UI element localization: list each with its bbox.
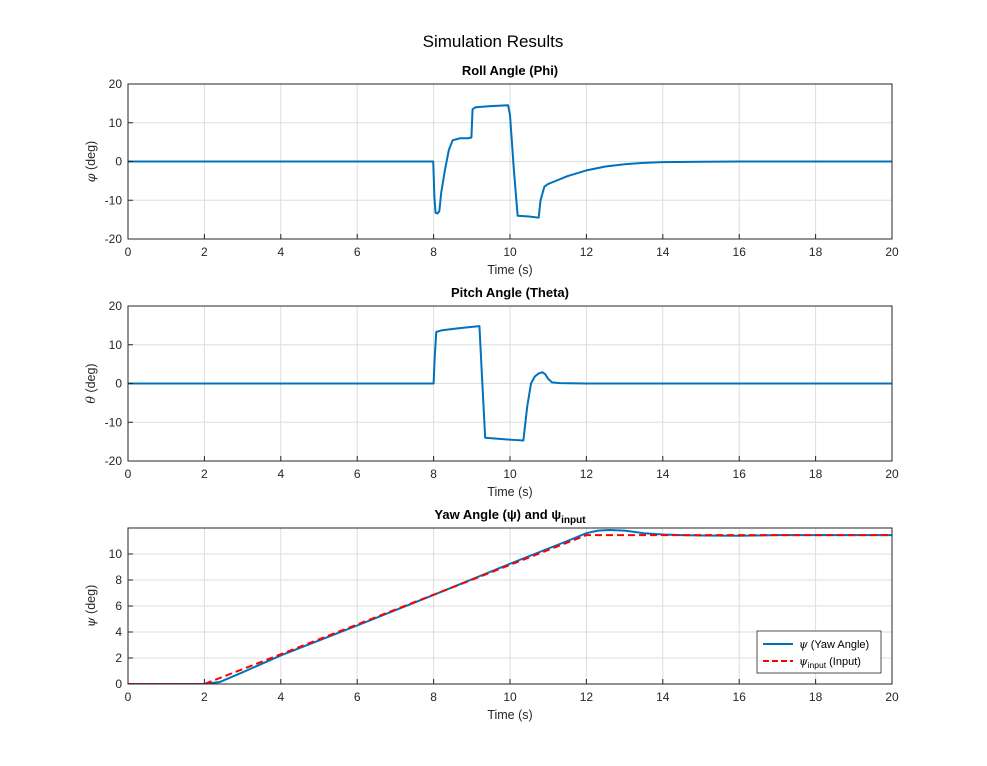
legend: ψ (Yaw Angle) ψinput (Input): [756, 630, 882, 674]
x-tick-label: 16: [733, 690, 747, 704]
x-tick-label: 14: [656, 245, 670, 259]
figure-title: Simulation Results: [423, 32, 564, 51]
x-tick-label: 6: [354, 467, 361, 481]
y-tick-label: 20: [109, 77, 123, 91]
y-tick-label: 2: [115, 651, 122, 665]
x-tick-label: 18: [809, 467, 823, 481]
y-tick-label: 6: [115, 599, 122, 613]
y-tick-label: 0: [115, 155, 122, 169]
y-tick-label: 10: [109, 116, 123, 130]
subplot-2: 0 2 4 6 8 10 12 14 16 18 20 -20 -10 0 10 20 Pitch Angle …: [83, 285, 899, 499]
legend-entry: ψinput (Input): [799, 655, 861, 670]
x-tick-label: 12: [580, 245, 594, 259]
x-tick-label: 12: [580, 690, 594, 704]
x-tick-label: 16: [733, 467, 747, 481]
y-tick-label: 8: [115, 573, 122, 587]
x-axis-label: Time (s): [487, 263, 532, 277]
x-tick-label: 2: [201, 467, 208, 481]
x-tick-label: 18: [809, 690, 823, 704]
y-tick-label: -10: [105, 415, 123, 429]
y-tick-label: 20: [109, 299, 123, 313]
x-tick-label: 18: [809, 245, 823, 259]
subplot-title: Pitch Angle (Theta): [451, 285, 569, 300]
x-tick-label: 8: [430, 245, 437, 259]
x-tick-label: 20: [885, 690, 899, 704]
x-tick-label: 10: [503, 690, 517, 704]
legend-entry: ψ (Yaw Angle): [799, 638, 869, 651]
y-tick-label: -10: [105, 193, 123, 207]
x-tick-label: 0: [125, 690, 132, 704]
x-tick-label: 8: [430, 690, 437, 704]
y-axis-label: θ (deg): [83, 363, 98, 403]
y-axis-label: ψ (deg): [83, 585, 98, 627]
x-tick-label: 2: [201, 245, 208, 259]
x-tick-label: 10: [503, 467, 517, 481]
x-tick-label: 6: [354, 690, 361, 704]
x-tick-label: 2: [201, 690, 208, 704]
y-axis-label: φ (deg): [83, 141, 98, 182]
subplot-title: Yaw Angle (ψ) and ψinput: [434, 507, 586, 526]
x-axis-label: Time (s): [487, 708, 532, 722]
x-tick-label: 0: [125, 245, 132, 259]
x-tick-label: 4: [277, 245, 284, 259]
series-line-input: [128, 534, 892, 684]
subplot-3: 0 2 4 6 8 10 12 14 16 18 20 0 2 4 6 8 10 Yaw Angle (ψ) an…: [83, 507, 899, 722]
series-line-1: [128, 104, 892, 219]
y-tick-label: 0: [115, 377, 122, 391]
x-tick-label: 0: [125, 467, 132, 481]
y-tick-label: 0: [115, 677, 122, 691]
x-tick-label: 16: [733, 245, 747, 259]
x-tick-label: 20: [885, 245, 899, 259]
x-tick-label: 4: [277, 690, 284, 704]
y-tick-label: -20: [105, 232, 123, 246]
x-tick-label: 8: [430, 467, 437, 481]
x-tick-label: 14: [656, 690, 670, 704]
legend-box: [756, 630, 882, 674]
y-tick-label: 4: [115, 625, 122, 639]
x-tick-label: 10: [503, 245, 517, 259]
x-tick-label: 4: [277, 467, 284, 481]
subplot-1: 0 2 4 6 8 10 12 14 16 18 20 -20 -10 0 10 20 Roll Angle (…: [83, 63, 899, 277]
y-tick-label: 10: [109, 547, 123, 561]
x-tick-label: 6: [354, 245, 361, 259]
series-line-1: [128, 325, 892, 442]
y-tick-label: 10: [109, 338, 123, 352]
x-tick-label: 14: [656, 467, 670, 481]
y-tick-label: -20: [105, 454, 123, 468]
x-tick-label: 12: [580, 467, 594, 481]
x-tick-label: 20: [885, 467, 899, 481]
x-axis-label: Time (s): [487, 485, 532, 499]
subplot-title: Roll Angle (Phi): [462, 63, 558, 78]
